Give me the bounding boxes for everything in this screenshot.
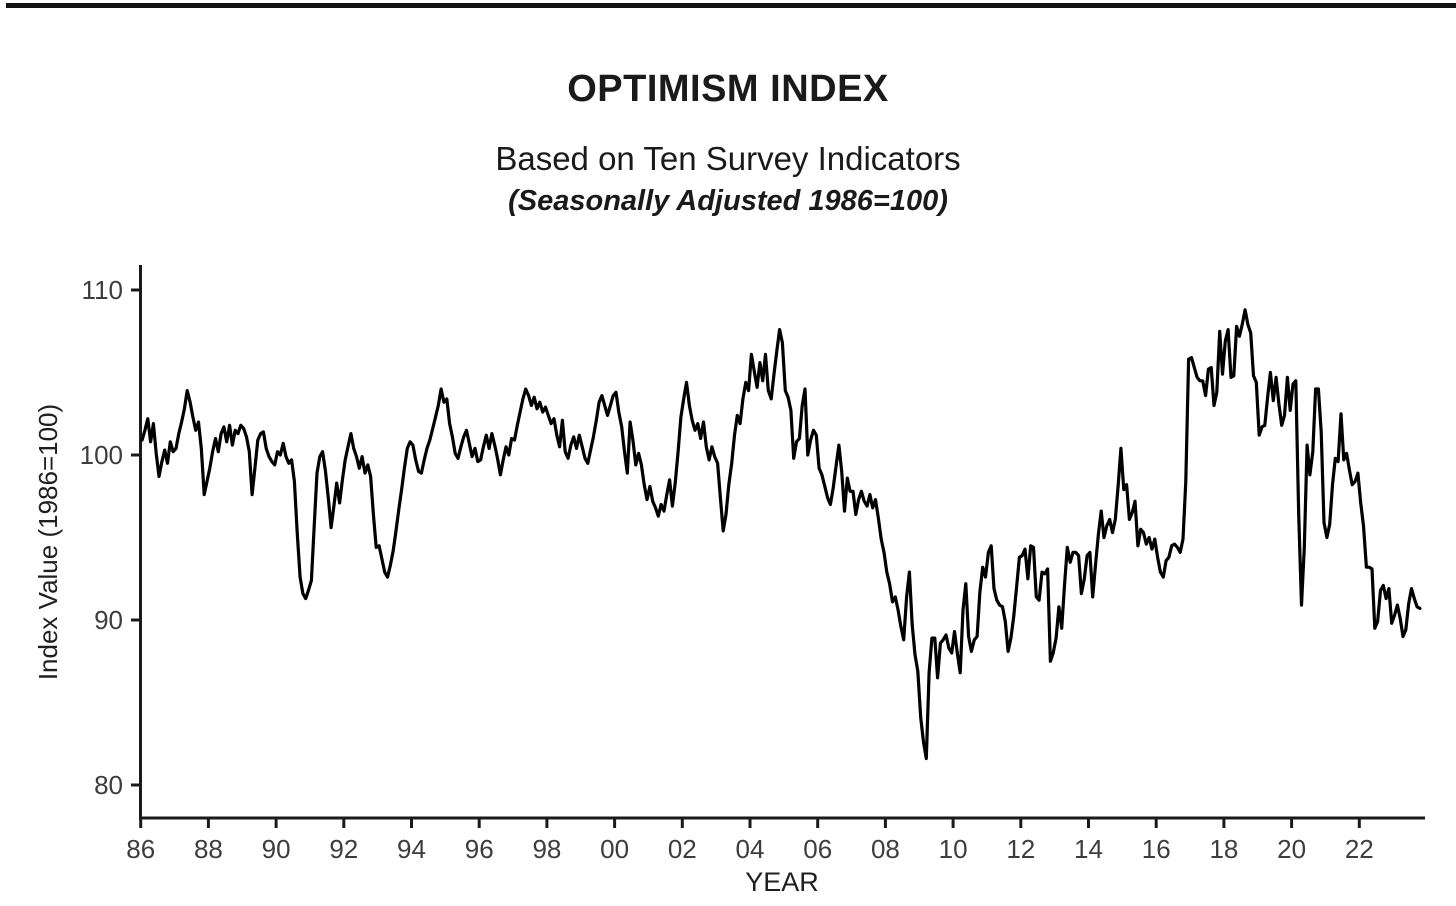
x-tick-label: 98 (532, 834, 561, 864)
x-tick-label: 00 (600, 834, 629, 864)
x-tick-label: 10 (939, 834, 968, 864)
x-tick-label: 08 (871, 834, 900, 864)
y-tick-label: 100 (80, 440, 123, 470)
x-tick-label: 18 (1209, 834, 1238, 864)
x-tick-label: 16 (1142, 834, 1171, 864)
x-tick-label: 22 (1345, 834, 1374, 864)
x-tick-label: 04 (736, 834, 765, 864)
x-tick-label: 96 (465, 834, 494, 864)
chart-subtitle: Based on Ten Survey Indicators (495, 140, 961, 177)
y-tick-label: 110 (82, 275, 123, 305)
y-axis-title: Index Value (1986=100) (33, 404, 63, 680)
x-axis-title: YEAR (745, 867, 819, 897)
chart-title: OPTIMISM INDEX (567, 68, 889, 110)
x-tick-label: 90 (262, 834, 291, 864)
x-tick-label: 14 (1074, 834, 1103, 864)
chart-subtitle-note: (Seasonally Adjusted 1986=100) (508, 185, 948, 217)
optimism-index-series-line (140, 308, 1422, 761)
y-axis-ticks: 80 90 100 110 (80, 275, 141, 800)
y-tick-label: 90 (94, 605, 123, 635)
x-tick-label: 92 (329, 834, 358, 864)
x-tick-label: 86 (126, 834, 155, 864)
y-tick-label: 80 (94, 770, 123, 800)
top-border-line (6, 3, 1456, 8)
x-tick-label: 02 (668, 834, 697, 864)
x-tick-label: 12 (1006, 834, 1035, 864)
x-tick-label: 88 (194, 834, 223, 864)
x-tick-label: 20 (1277, 834, 1306, 864)
x-tick-label: 94 (397, 834, 426, 864)
x-axis-ticks: 86 88 90 92 94 96 98 00 02 04 06 08 10 12 14 16 18 20 22 (126, 818, 1374, 864)
x-tick-label: 06 (803, 834, 832, 864)
